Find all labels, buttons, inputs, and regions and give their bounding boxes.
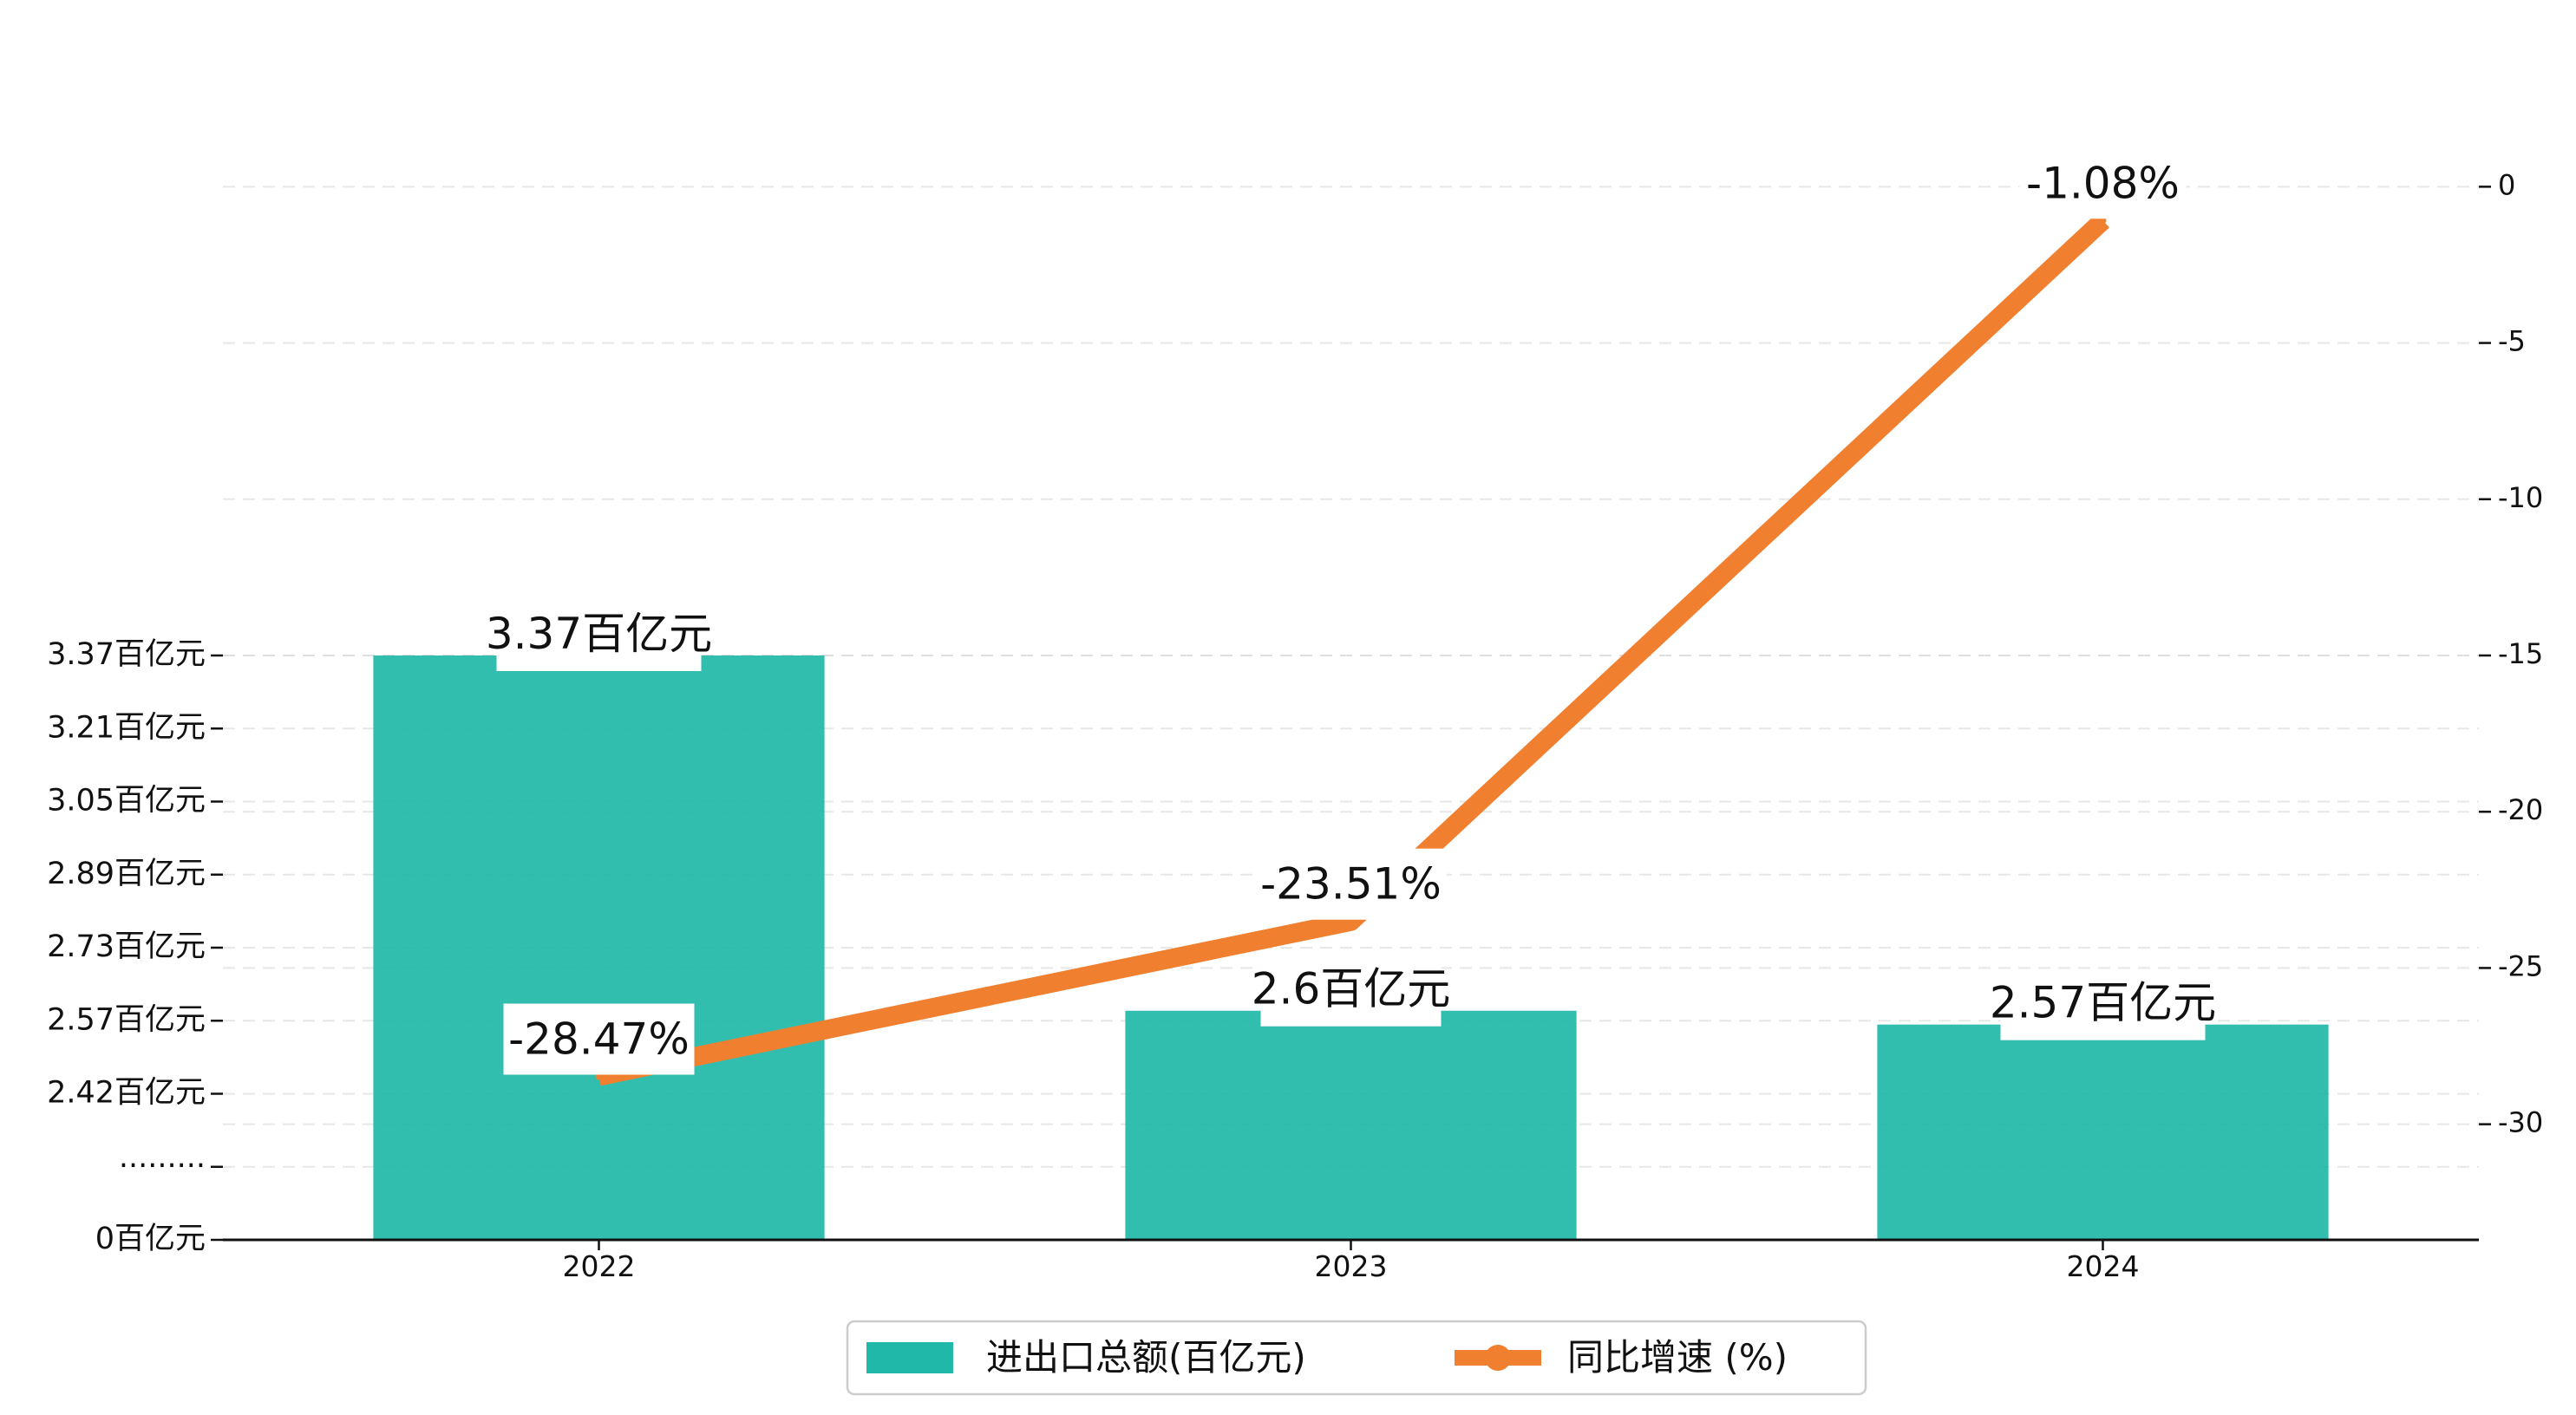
line-label-box-2024 — [2019, 147, 2187, 219]
line-label-box-2023 — [1255, 848, 1447, 920]
legend-label-line: 同比增速 (%) — [1567, 1336, 1788, 1379]
y-right-tick-label: -15 — [2498, 637, 2543, 670]
x-tick-label: 2022 — [563, 1249, 636, 1283]
bar-2024 — [1877, 1024, 2329, 1240]
y-left-tick-label: 3.37百亿元 — [47, 637, 206, 672]
x-tick-label: 2023 — [1315, 1249, 1388, 1283]
y-right-tick-label: -10 — [2498, 481, 2543, 514]
legend-label-bar: 进出口总额(百亿元) — [986, 1336, 1306, 1379]
legend-marker-line — [1485, 1345, 1511, 1371]
y-left-tick-label: ········· — [119, 1149, 206, 1184]
y-left-tick-label: 2.73百亿元 — [47, 929, 206, 964]
y-right-tick-label: -30 — [2498, 1106, 2543, 1139]
legend-swatch-bar — [866, 1342, 953, 1373]
bar-value-label: 2.57百亿元 — [1990, 978, 2216, 1028]
line-value-label: -1.08% — [2026, 158, 2180, 208]
bar-value-label: 2.6百亿元 — [1252, 964, 1451, 1014]
x-tick-label: 2024 — [2067, 1249, 2140, 1283]
bar-label-box-2024 — [2000, 975, 2206, 1040]
y-left-tick-label: 0百亿元 — [95, 1222, 206, 1256]
bar-2022 — [373, 655, 825, 1240]
y-left-tick-label: 2.42百亿元 — [47, 1076, 206, 1111]
bar-2023 — [1125, 1010, 1577, 1240]
y-left-tick-label: 2.89百亿元 — [47, 857, 206, 891]
y-right-tick-label: -20 — [2498, 793, 2543, 826]
bar-value-label: 3.37百亿元 — [486, 609, 712, 659]
data-labels: 3.37百亿元 2.6百亿元 2.57百亿元 -28.47% -23.51% -1.08% — [486, 147, 2216, 1075]
y-right-tick-label: -25 — [2498, 949, 2543, 982]
legend[interactable]: 进出口总额(百亿元) 同比增速 (%) — [846, 1320, 1867, 1396]
bar-label-box-2023 — [1260, 962, 1442, 1027]
line-value-label: -28.47% — [508, 1014, 690, 1064]
y-left-tick-label: 2.57百亿元 — [47, 1002, 206, 1037]
y-right-tick-label: -5 — [2498, 325, 2526, 358]
line-value-label: -23.51% — [1260, 859, 1442, 910]
y-right-tick-label: 0 — [2498, 168, 2515, 201]
bar-series — [373, 655, 2329, 1240]
axes: 0百亿元 ········· 2.42百亿元 2.57百亿元 2.73百亿元 2.89百亿… — [47, 168, 2543, 1283]
y-left-tick-label: 3.05百亿元 — [47, 784, 206, 818]
bar-label-box-2022 — [496, 607, 702, 671]
legend-frame — [846, 1320, 1867, 1396]
y-left-tick-label: 3.21百亿元 — [47, 710, 206, 745]
line-label-box-2022 — [503, 1003, 695, 1075]
